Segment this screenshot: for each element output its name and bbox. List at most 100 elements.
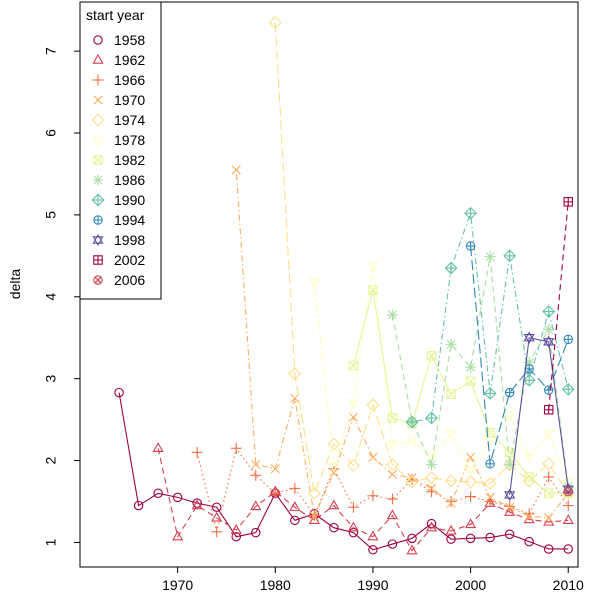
data-point-1966 xyxy=(191,446,203,458)
data-point-1966 xyxy=(347,501,359,513)
data-point-1970 xyxy=(368,452,378,462)
legend-marker-1998 xyxy=(92,233,104,247)
data-point-1994 xyxy=(543,385,554,395)
data-point-1994 xyxy=(504,387,515,398)
legend-marker-1990 xyxy=(91,193,105,207)
data-point-1958 xyxy=(211,502,222,512)
data-point-1966 xyxy=(250,469,262,481)
x-tick-label: 1990 xyxy=(357,577,388,593)
legend-item-1982: 1982 xyxy=(93,152,145,168)
legend-item-1958: 1958 xyxy=(93,32,145,48)
legend-label: 1966 xyxy=(114,72,145,88)
data-point-1966 xyxy=(562,500,574,512)
data-point-1970 xyxy=(485,492,495,502)
data-point-1990 xyxy=(483,386,497,400)
data-point-1982 xyxy=(368,285,378,295)
series-1974 xyxy=(268,16,575,500)
data-point-1982 xyxy=(446,389,456,399)
series-line-1958 xyxy=(118,392,569,551)
data-point-1958 xyxy=(348,527,359,538)
data-point-1958 xyxy=(446,534,456,544)
data-point-1958 xyxy=(504,529,515,539)
series-line-1970 xyxy=(235,169,569,519)
legend-item-1986: 1986 xyxy=(92,172,145,188)
data-point-1974 xyxy=(386,458,399,472)
data-point-1994 xyxy=(524,364,534,374)
data-point-1970 xyxy=(505,502,515,512)
data-point-1990 xyxy=(444,261,458,275)
series-line-2002 xyxy=(548,201,569,410)
legend-label: 1970 xyxy=(114,92,145,108)
series-1958 xyxy=(114,387,573,555)
legend-item-2002: 2002 xyxy=(93,252,145,268)
data-point-1986 xyxy=(387,309,398,321)
data-point-1962 xyxy=(445,524,457,535)
data-point-1974 xyxy=(425,471,438,485)
data-point-1986 xyxy=(426,459,437,471)
data-point-1982 xyxy=(543,488,554,499)
data-point-1962 xyxy=(562,514,574,525)
data-point-1962 xyxy=(367,530,379,541)
data-point-1962 xyxy=(425,521,438,532)
data-point-1958 xyxy=(368,545,378,555)
data-point-1970 xyxy=(407,473,417,483)
data-point-1970 xyxy=(426,483,437,493)
data-point-1990 xyxy=(503,249,517,263)
legend-item-1974: 1974 xyxy=(91,112,145,128)
data-point-1978 xyxy=(562,478,574,489)
legend-item-1966: 1966 xyxy=(92,72,145,88)
y-tick-label: 1 xyxy=(43,538,59,546)
data-point-1966 xyxy=(211,526,223,538)
data-point-1990 xyxy=(464,206,478,220)
data-point-1958 xyxy=(114,387,124,398)
data-point-2002 xyxy=(563,197,573,207)
legend-marker-1958 xyxy=(93,35,103,45)
data-point-1974 xyxy=(327,437,341,451)
data-point-1958 xyxy=(407,533,417,544)
data-point-2002 xyxy=(543,405,554,415)
data-point-1962 xyxy=(172,530,184,541)
y-axis-title: delta xyxy=(7,269,23,300)
data-point-1962 xyxy=(504,505,516,516)
legend-marker-1962 xyxy=(92,53,104,64)
data-point-1958 xyxy=(543,544,554,554)
data-point-1970 xyxy=(270,464,280,474)
data-point-1978 xyxy=(367,261,379,272)
data-point-1962 xyxy=(230,523,242,534)
legend-label: 1994 xyxy=(114,212,145,228)
data-point-1986 xyxy=(484,251,496,263)
data-point-1958 xyxy=(329,522,339,533)
y-tick-label: 2 xyxy=(43,456,59,464)
series-2006 xyxy=(563,486,573,497)
legend-title: start year xyxy=(86,7,145,23)
data-point-1990 xyxy=(425,411,438,425)
data-point-1962 xyxy=(191,499,203,510)
data-point-1966 xyxy=(289,482,301,494)
data-point-1974 xyxy=(405,475,419,489)
legend: start year 19581962196619701974197819821… xyxy=(79,1,162,300)
data-point-1966 xyxy=(230,442,242,454)
x-tick-label: 2000 xyxy=(455,577,486,593)
data-point-1962 xyxy=(347,521,359,532)
legend-marker-1994 xyxy=(93,215,103,225)
data-point-1970 xyxy=(524,511,534,521)
data-point-1982 xyxy=(348,360,359,371)
data-point-1978 xyxy=(328,462,340,473)
data-point-2006 xyxy=(563,486,573,497)
data-point-1962 xyxy=(328,499,340,510)
series-1978 xyxy=(308,261,574,489)
data-point-1966 xyxy=(367,490,379,502)
data-point-1994 xyxy=(485,459,495,469)
data-point-1958 xyxy=(485,532,495,543)
data-point-1978 xyxy=(386,440,399,451)
data-point-1958 xyxy=(231,531,241,542)
data-point-1994 xyxy=(563,334,573,345)
x-tick-label: 1980 xyxy=(260,577,291,593)
legend-marker-1986 xyxy=(92,174,104,186)
data-point-1962 xyxy=(406,544,418,555)
data-point-1978 xyxy=(425,452,438,463)
data-point-1958 xyxy=(133,500,144,511)
data-point-1982 xyxy=(465,376,476,386)
